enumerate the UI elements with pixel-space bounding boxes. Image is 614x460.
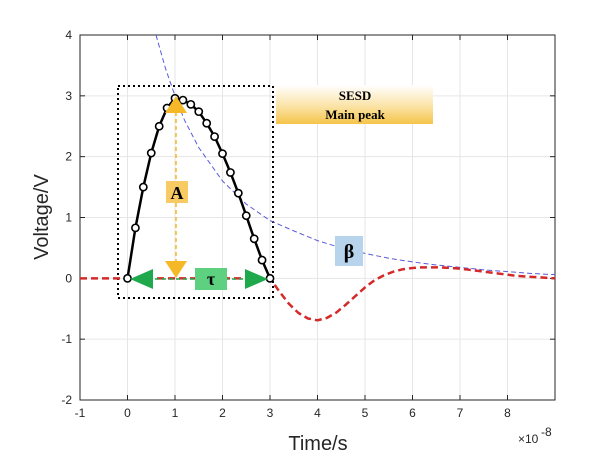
sesd-label-line1: SESD bbox=[339, 88, 372, 103]
x-tick-label: 7 bbox=[457, 406, 464, 420]
y-axis-label: Voltage/V bbox=[31, 174, 53, 260]
amplitude-arrow: A bbox=[165, 96, 188, 278]
y-tick-label: 2 bbox=[65, 150, 72, 164]
amplitude-label-box bbox=[166, 181, 188, 203]
main-peak-marker bbox=[218, 149, 227, 159]
sesd-label-line2: Main peak bbox=[325, 107, 385, 122]
amplitude-label: A bbox=[171, 183, 184, 203]
main-peak-marker bbox=[233, 188, 243, 198]
waveform-line bbox=[80, 266, 556, 322]
amplitude-arrowhead-top bbox=[165, 96, 187, 113]
width-arrowhead-right bbox=[245, 269, 268, 289]
main-peak-marker bbox=[257, 255, 267, 265]
x-exponent-label: ×10 bbox=[518, 432, 539, 446]
decay-label: β bbox=[344, 241, 355, 263]
y-tick-label: -1 bbox=[61, 332, 72, 346]
tick-marks bbox=[79, 34, 555, 401]
x-tick-label: 2 bbox=[219, 406, 226, 420]
y-tick-label: 3 bbox=[65, 89, 72, 103]
x-tick-label: 5 bbox=[362, 406, 369, 420]
main-peak-marker bbox=[178, 95, 188, 105]
width-label: τ bbox=[207, 269, 216, 289]
y-tick-label: 4 bbox=[65, 28, 72, 42]
amplitude-arrowhead-bottom bbox=[165, 261, 187, 278]
y-tick-label: -2 bbox=[61, 393, 72, 407]
main-peak-marker bbox=[131, 223, 140, 233]
main-peak-marker bbox=[226, 168, 235, 177]
main-peak-marker bbox=[138, 182, 148, 192]
main-peak-marker bbox=[249, 234, 259, 244]
x-tick-label: 3 bbox=[267, 406, 274, 420]
decay-envelope-line bbox=[155, 34, 556, 276]
main-peak-line bbox=[126, 97, 272, 279]
decay-label-box bbox=[335, 236, 363, 266]
x-tick-label: 6 bbox=[409, 406, 416, 420]
y-tick-label: 0 bbox=[65, 271, 72, 285]
y-tick-label: 1 bbox=[65, 211, 72, 225]
x-axis-label: Time/s bbox=[288, 433, 347, 455]
main-peak-marker bbox=[154, 121, 164, 131]
main-peak-frame bbox=[117, 85, 274, 299]
x-tick-label: -1 bbox=[75, 406, 86, 420]
main-peak-marker bbox=[123, 273, 132, 283]
main-peak-marker bbox=[210, 132, 219, 141]
main-peak-marker bbox=[146, 148, 156, 158]
main-peak-marker bbox=[265, 273, 275, 283]
main-peak-marker bbox=[241, 211, 251, 221]
main-peak-marker bbox=[202, 118, 212, 128]
main-peak-marker bbox=[186, 99, 196, 109]
x-exponent-power: -8 bbox=[541, 425, 552, 439]
main-peak-marker bbox=[194, 107, 204, 117]
width-arrowhead-left bbox=[130, 269, 153, 289]
x-tick-label: 4 bbox=[314, 406, 321, 420]
x-tick-label: 1 bbox=[172, 406, 179, 420]
width-label-box bbox=[195, 268, 227, 290]
sesd-label-box bbox=[276, 85, 433, 124]
x-tick-label: 8 bbox=[504, 406, 511, 420]
width-arrow: τ bbox=[130, 268, 268, 290]
x-tick-label: 0 bbox=[124, 406, 131, 420]
